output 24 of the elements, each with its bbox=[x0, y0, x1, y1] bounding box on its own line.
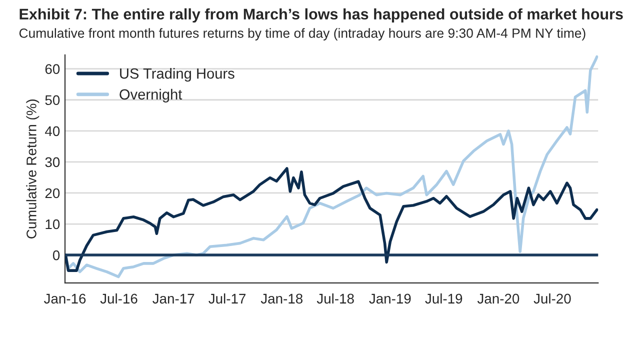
legend-label: US Trading Hours bbox=[120, 68, 234, 82]
x-tick-label: Jan-20 bbox=[477, 294, 520, 304]
x-tick-label: Jul-19 bbox=[425, 293, 462, 304]
y-tick-label: 10 bbox=[46, 219, 60, 230]
y-tick-label: 50 bbox=[45, 95, 60, 106]
legend-label: Overnight bbox=[120, 88, 182, 102]
x-tick-label: Jan-17 bbox=[152, 294, 194, 304]
x-tick-label: Jan-19 bbox=[369, 294, 411, 304]
chart-subtitle: Cumulative front month futures returns by time of day (intraday hours are 9:30 AM-4 PM NY time) bbox=[19, 28, 586, 40]
x-tick-label: Jan-18 bbox=[260, 294, 302, 304]
line-series bbox=[65, 167, 598, 272]
y-tick-label: 40 bbox=[45, 126, 60, 136]
chart-title: Exhibit 7: The entire rally from March’s lows has happened outside of market hours bbox=[20, 8, 623, 23]
y-tick-label: 20 bbox=[45, 188, 60, 198]
y-tick-label: 30 bbox=[45, 157, 60, 168]
line-series bbox=[65, 55, 598, 278]
x-tick-label: Jan-16 bbox=[44, 294, 86, 304]
y-tick-label: 0 bbox=[52, 250, 60, 260]
x-tick-label: Jul-17 bbox=[208, 293, 246, 304]
y-tick-label: 60 bbox=[45, 64, 60, 74]
x-tick-label: Jul-20 bbox=[534, 293, 571, 304]
y-axis-title: Cumulative Return (%) bbox=[26, 100, 40, 238]
x-tick-label: Jul-18 bbox=[316, 293, 354, 304]
x-tick-label: Jul-16 bbox=[100, 293, 138, 304]
